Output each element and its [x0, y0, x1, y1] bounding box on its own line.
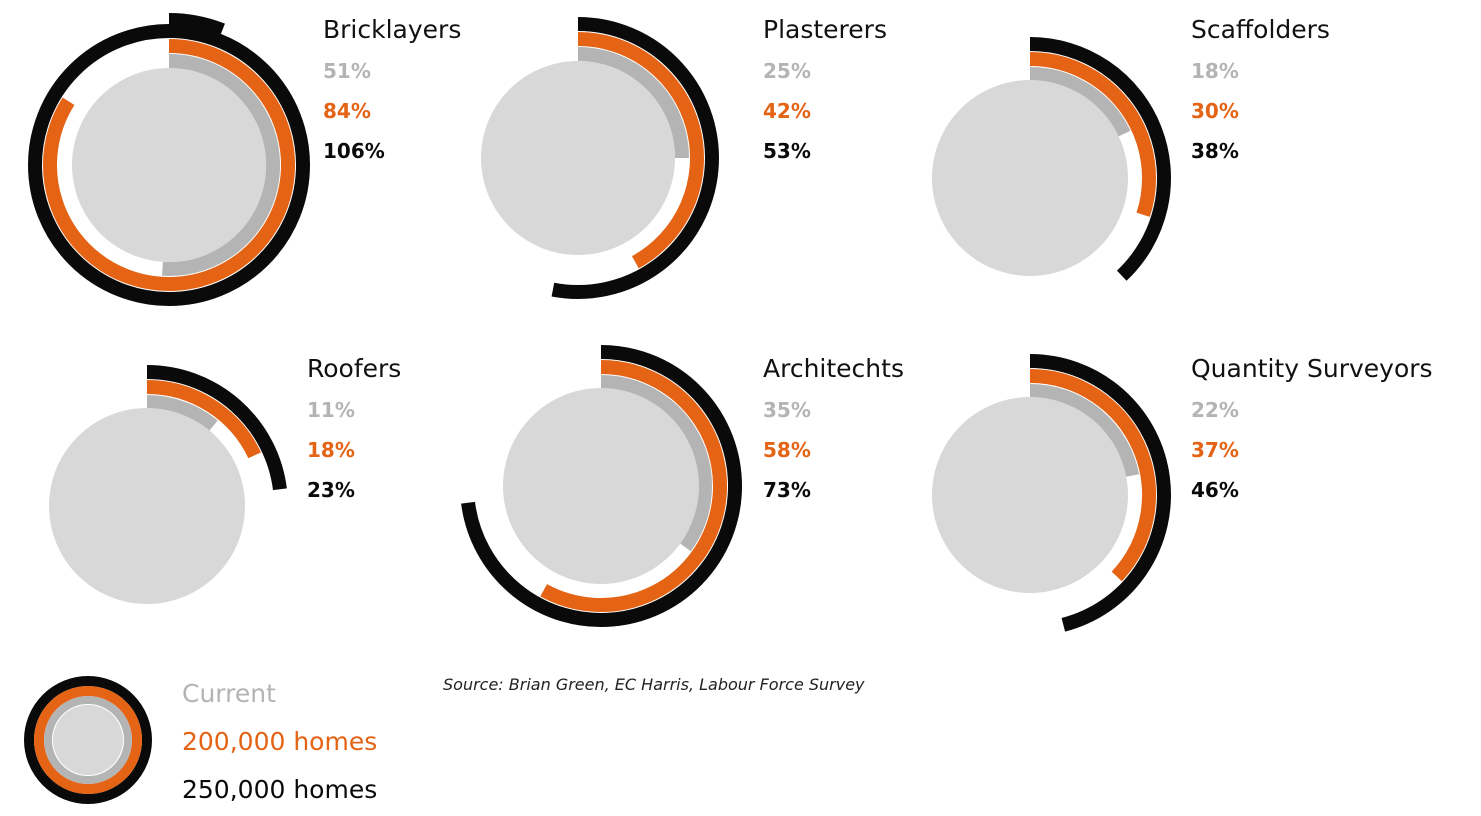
disc-scaffolders	[932, 80, 1128, 276]
ring-homes_200k-scaffolders	[1029, 52, 1156, 217]
trade-title-quantity-surveyors: Quantity Surveyors	[1191, 354, 1433, 383]
value-label-homes_200k-architechts: 58%	[763, 438, 811, 462]
disc-plasterers	[481, 61, 675, 255]
value-label-homes_250k-roofers: 23%	[307, 478, 355, 502]
ring-homes_200k-roofers	[146, 380, 262, 459]
ring-homes_250k-roofers	[146, 365, 287, 491]
trade-title-bricklayers: Bricklayers	[323, 15, 461, 44]
trade-chart-quantity-surveyors: Quantity Surveyors 22% 37% 46%	[932, 354, 1433, 632]
ring-current-architechts	[600, 375, 712, 552]
ring-current-bricklayers	[162, 54, 281, 276]
value-label-homes_250k-plasterers: 53%	[763, 139, 811, 163]
ring-current-scaffolders	[1029, 67, 1131, 137]
source-note: Source: Brian Green, EC Harris, Labour F…	[443, 675, 865, 694]
ring-homes_250k-scaffolders	[1029, 37, 1171, 281]
disc-architechts	[503, 388, 699, 584]
value-label-homes_200k-plasterers: 42%	[763, 99, 811, 123]
legend-ring-current	[44, 696, 132, 784]
ring-homes_200k-quantity-surveyors	[1029, 369, 1156, 582]
legend: Current 200,000 homes 250,000 homes	[24, 676, 377, 804]
ring-homes_200k-plasterers	[577, 32, 704, 269]
value-label-current-plasterers: 25%	[763, 59, 811, 83]
disc-quantity-surveyors	[932, 397, 1128, 593]
trade-charts: Bricklayers 51% 84% 106% Plasterers 25% 42% 53%…	[28, 13, 1433, 632]
legend-ring-200k	[34, 686, 142, 794]
legend-disc	[53, 705, 123, 775]
value-label-homes_200k-bricklayers: 84%	[323, 99, 371, 123]
legend-ring-250k	[24, 676, 152, 804]
value-label-current-quantity-surveyors: 22%	[1191, 398, 1239, 422]
ring-homes_200k-architechts	[540, 360, 727, 612]
value-label-homes_200k-roofers: 18%	[307, 438, 355, 462]
value-label-homes_250k-quantity-surveyors: 46%	[1191, 478, 1239, 502]
disc-bricklayers	[72, 68, 266, 262]
ring-homes_250k-plasterers	[551, 17, 719, 299]
trade-chart-roofers: Roofers 11% 18% 23%	[49, 354, 401, 604]
ring-homes_250k-bricklayers	[28, 24, 310, 307]
value-label-current-roofers: 11%	[307, 398, 355, 422]
ring-homes_250k-architechts	[461, 345, 742, 627]
trade-chart-scaffolders: Scaffolders 18% 30% 38%	[932, 15, 1330, 281]
trade-title-architechts: Architechts	[763, 354, 904, 383]
trade-title-plasterers: Plasterers	[763, 15, 887, 44]
ring-homes_250k-quantity-surveyors	[1029, 354, 1171, 632]
trade-chart-plasterers: Plasterers 25% 42% 53%	[481, 15, 887, 299]
legend-label-current: Current	[182, 679, 276, 708]
ring-current-roofers	[146, 395, 218, 432]
ring-homes_200k-bricklayers	[43, 39, 295, 291]
value-label-homes_250k-bricklayers: 106%	[323, 139, 385, 163]
value-label-current-architechts: 35%	[763, 398, 811, 422]
value-label-homes_200k-quantity-surveyors: 37%	[1191, 438, 1239, 462]
ring-overflow-homes_250k-bricklayers	[168, 13, 225, 39]
value-label-current-bricklayers: 51%	[323, 59, 371, 83]
legend-label-200k: 200,000 homes	[182, 727, 377, 756]
value-label-homes_250k-scaffolders: 38%	[1191, 139, 1239, 163]
legend-label-250k: 250,000 homes	[182, 775, 377, 804]
ring-current-quantity-surveyors	[1029, 384, 1140, 477]
trade-title-roofers: Roofers	[307, 354, 401, 383]
value-label-homes_200k-scaffolders: 30%	[1191, 99, 1239, 123]
trade-title-scaffolders: Scaffolders	[1191, 15, 1330, 44]
ring-current-plasterers	[577, 47, 689, 159]
trade-chart-architechts: Architechts 35% 58% 73%	[461, 345, 904, 627]
value-label-homes_250k-architechts: 73%	[763, 478, 811, 502]
value-label-current-scaffolders: 18%	[1191, 59, 1239, 83]
trade-chart-bricklayers: Bricklayers 51% 84% 106%	[28, 13, 461, 307]
disc-roofers	[49, 408, 245, 604]
